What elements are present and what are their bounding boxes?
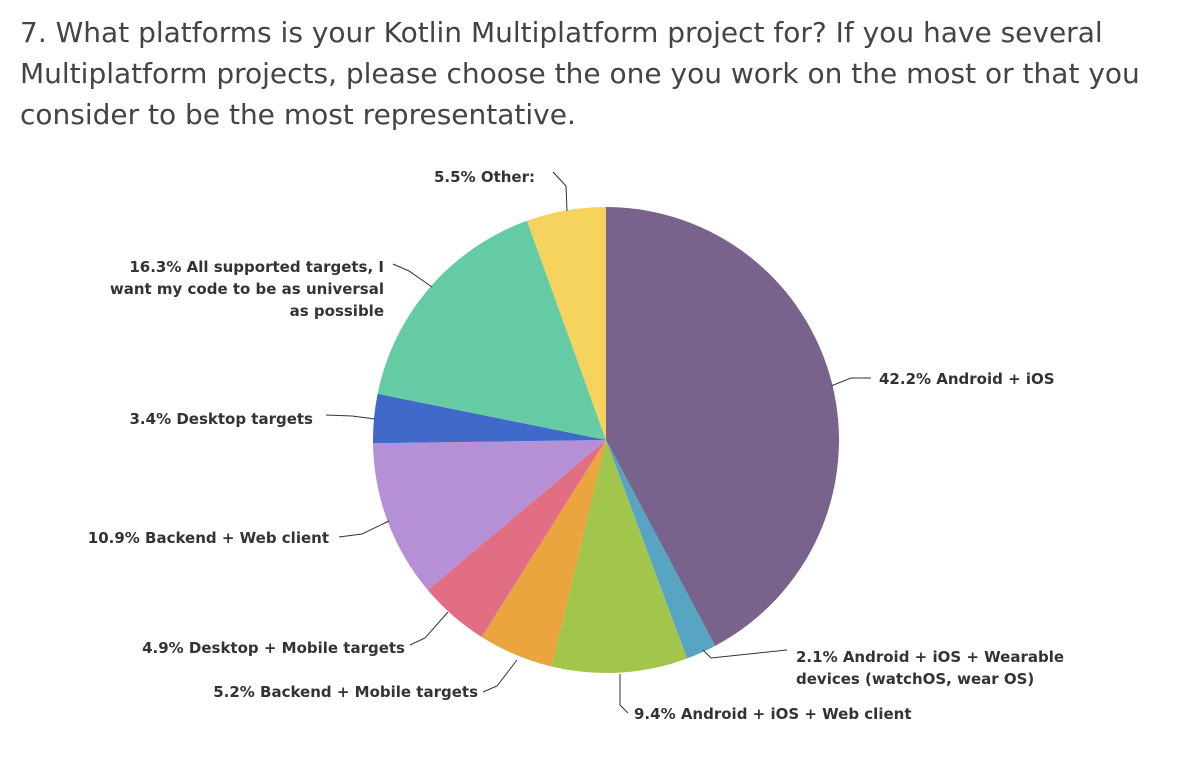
pie-slices: [372, 207, 839, 674]
pie-slice: [606, 207, 839, 646]
question-title: 7. What platforms is your Kotlin Multipl…: [20, 16, 1140, 131]
leader-line: [482, 659, 518, 693]
leader-line: [325, 414, 376, 420]
slice-labels: 42.2% Android + iOS 2.1% Android + iOS + …: [88, 168, 1064, 723]
pie-slice: [527, 207, 606, 440]
leader-line: [830, 377, 871, 387]
leader-line: [552, 171, 568, 212]
slice-label: 5.5% Other:: [434, 168, 535, 186]
slice-label: 10.9% Backend + Web client: [88, 529, 329, 547]
slice-label: 4.9% Desktop + Mobile targets: [142, 639, 405, 657]
leader-line: [619, 674, 629, 714]
leader-line: [702, 649, 788, 659]
pie-slice: [372, 393, 606, 444]
leader-line: [392, 263, 433, 288]
pie-slice: [427, 440, 606, 638]
pie-slice: [606, 440, 716, 659]
pie-slice: [373, 440, 606, 591]
slice-label: 2.1% Android + iOS + Wearable devices (wa…: [796, 648, 1064, 688]
slice-label: 5.2% Backend + Mobile targets: [213, 683, 478, 701]
pie-slice: [377, 220, 606, 440]
leader-line: [338, 520, 390, 538]
slice-label: 42.2% Android + iOS: [879, 370, 1055, 388]
leader-lines: [325, 171, 871, 714]
slice-label: 3.4% Desktop targets: [130, 410, 314, 428]
slice-label: 9.4% Android + iOS + Web client: [634, 705, 912, 723]
pie-slice: [551, 440, 688, 674]
leader-line: [409, 611, 449, 646]
pie-slice: [481, 440, 606, 667]
